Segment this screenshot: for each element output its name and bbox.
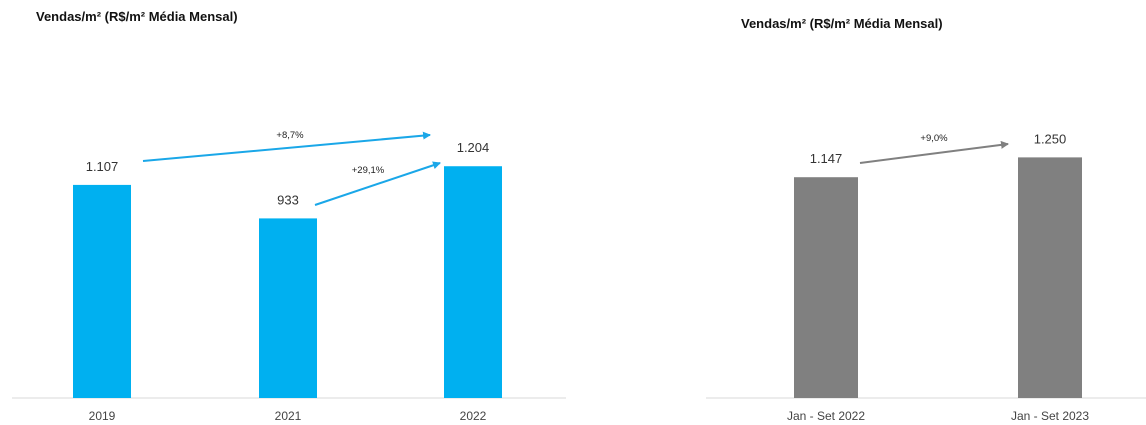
growth-label: +9,0% [920, 133, 948, 144]
chart-title-sales-per-sqm-ytd: Vendas/m² (R$/m² Média Mensal) [741, 16, 943, 31]
chart-title-sales-per-sqm-annual: Vendas/m² (R$/m² Média Mensal) [36, 9, 238, 24]
growth-label: +8,7% [276, 130, 304, 141]
data-label: 1.250 [1034, 131, 1067, 146]
growth-arrow [314, 161, 441, 206]
x-tick-label: Jan - Set 2023 [1011, 409, 1089, 423]
data-label: 1.147 [810, 151, 843, 166]
growth-arrow [859, 140, 1009, 164]
growth-label: +29,1% [352, 165, 385, 176]
bar-2019 [73, 184, 131, 398]
data-label: 1.204 [457, 140, 490, 155]
growth-arrow [142, 131, 431, 162]
bar-2021 [259, 218, 317, 398]
data-label: 1.107 [86, 159, 119, 174]
x-tick-label: 2022 [460, 409, 487, 423]
chart-annual: 1.107 2019 933 2021 1.204 2022 +8,7% +29,1% [12, 130, 566, 423]
x-tick-label: Jan - Set 2022 [787, 409, 865, 423]
bar-2022 [444, 166, 502, 398]
data-label: 933 [277, 192, 299, 207]
x-tick-label: 2019 [89, 409, 116, 423]
bar-jan---set-2023 [1018, 157, 1082, 398]
chart-ytd: 1.147 Jan - Set 2022 1.250 Jan - Set 2023 +9… [706, 131, 1146, 423]
bar-jan---set-2022 [794, 177, 858, 398]
x-tick-label: 2021 [275, 409, 302, 423]
